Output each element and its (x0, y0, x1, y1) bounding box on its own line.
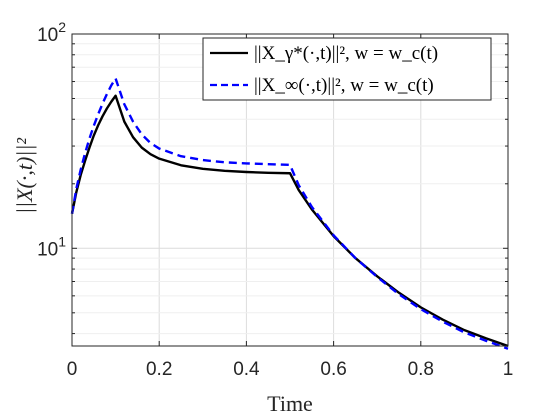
x-tick-label: 0.6 (320, 359, 346, 380)
x-tick-label: 0 (67, 359, 78, 380)
legend-label-series-2: ||X_∞(·,t)||², w = w_c(t) (254, 75, 434, 96)
tick-marks (71, 33, 509, 346)
y-tick-labels: 101 102 (37, 19, 66, 260)
legend-label-series-1: ||X_γ*(·,t)||², w = w_c(t) (254, 43, 438, 64)
series-line-dashed (70, 77, 509, 350)
x-tick-labels: 0 0.2 0.4 0.6 0.8 1 (67, 359, 514, 380)
x-axis-title: Time (267, 391, 313, 416)
legend: ||X_γ*(·,t)||², w = w_c(t) ||X_∞(·,t)||²… (202, 37, 492, 101)
x-tick-label: 0.2 (146, 359, 172, 380)
series-layer (70, 77, 509, 350)
legend-box (202, 37, 492, 101)
y-tick-label: 102 (37, 19, 66, 46)
x-tick-label: 0.8 (408, 359, 434, 380)
x-tick-label: 0.4 (233, 359, 260, 380)
y-axis-title: ||X(·,t)||² (12, 138, 37, 214)
axes-box (71, 33, 509, 347)
x-tick-label: 1 (503, 359, 514, 380)
y-tick-label: 101 (37, 233, 66, 260)
